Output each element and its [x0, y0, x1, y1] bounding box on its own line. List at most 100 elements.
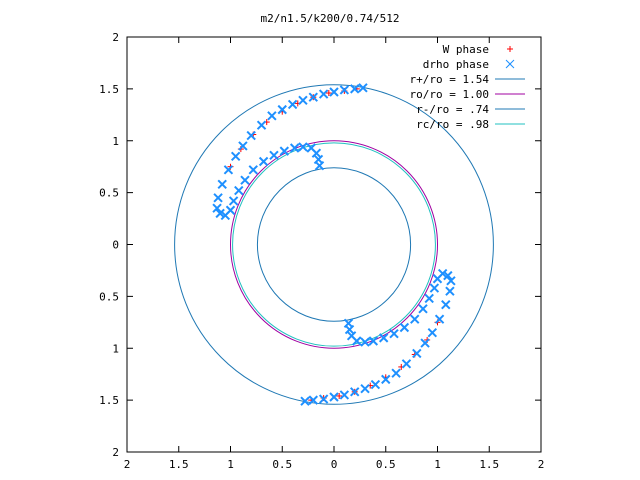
x-bar	[279, 146, 290, 156]
x-bar	[267, 111, 277, 121]
x-bar	[308, 92, 319, 102]
x-point	[287, 99, 298, 110]
plus-point	[325, 90, 332, 97]
x-point	[346, 331, 357, 341]
x-point	[399, 322, 410, 333]
x-tick-label: 0.5	[272, 458, 292, 471]
x-bar	[381, 374, 391, 385]
x-point	[238, 141, 248, 151]
x-tick-label: 1	[434, 458, 441, 471]
circle-curve	[256, 167, 412, 322]
x-point	[225, 205, 236, 215]
x-point	[420, 338, 430, 348]
x-point	[446, 276, 456, 286]
x-bar	[339, 85, 350, 95]
x-tick-label: 1	[227, 458, 234, 471]
x-point	[378, 333, 389, 343]
circle-group	[174, 84, 494, 405]
x-point	[298, 95, 308, 105]
x-bar	[401, 359, 412, 369]
legend-label: r-/ro = .74	[416, 103, 489, 116]
x-bar	[212, 203, 222, 213]
x-tick-label: 2	[538, 458, 545, 471]
x-bar	[360, 384, 370, 394]
x-point	[256, 120, 267, 130]
x-point	[308, 395, 319, 405]
x-point	[300, 396, 310, 406]
legend: W phase drho phase r+/ro = 1.54 ro/ro = 1.0…	[410, 43, 525, 131]
x-bar	[289, 143, 300, 153]
x-bar	[300, 396, 310, 406]
y-tick-label: 0.5	[99, 290, 119, 303]
x-bar	[238, 141, 248, 151]
x-point	[360, 384, 370, 394]
x-point	[258, 156, 269, 167]
x-point	[410, 314, 420, 324]
x-bar	[217, 179, 227, 190]
x-bar	[314, 160, 325, 171]
x-point	[434, 314, 445, 324]
x-bar	[427, 327, 438, 338]
x-bar	[223, 165, 234, 175]
x-bar	[234, 185, 244, 196]
x-bar	[246, 130, 256, 141]
x-bar	[298, 142, 308, 152]
x-bar	[318, 394, 329, 404]
plus-point	[336, 392, 343, 399]
x-bar	[360, 337, 370, 347]
legend-label: ro/ro = 1.00	[410, 88, 489, 101]
x-bar	[420, 338, 430, 348]
x-point	[246, 130, 256, 141]
x-point	[267, 111, 277, 121]
x-point	[217, 179, 227, 190]
legend-label: drho phase	[423, 58, 489, 71]
x-bar	[441, 299, 451, 310]
x-bar	[339, 390, 350, 400]
x-point	[329, 392, 339, 402]
x-bar	[505, 59, 515, 69]
x-point	[358, 83, 368, 93]
x-bar	[432, 274, 443, 284]
legend-x-swatch	[505, 59, 515, 69]
circle-curve	[174, 84, 494, 405]
x-bar	[349, 387, 360, 397]
x-point	[432, 274, 443, 284]
x-point	[445, 286, 455, 296]
x-bar	[215, 208, 225, 219]
circle-curve	[230, 140, 438, 349]
points-group	[212, 83, 456, 406]
x-bar	[287, 99, 298, 110]
legend-label: rc/ro = .98	[416, 118, 489, 131]
x-point	[269, 150, 279, 160]
x-bar	[277, 104, 287, 115]
x-point	[429, 283, 440, 293]
legend-label: r+/ro = 1.54	[410, 73, 490, 86]
legend-label: W phase	[443, 43, 489, 56]
y-tick-label: 0	[112, 239, 119, 252]
x-point	[240, 175, 250, 185]
x-tick-label: 1.5	[479, 458, 499, 471]
x-point	[311, 148, 322, 158]
x-bar	[346, 331, 357, 341]
x-point	[401, 359, 412, 369]
x-point	[318, 89, 329, 99]
x-bar	[256, 120, 267, 130]
x-bar	[389, 329, 399, 339]
x-point	[381, 374, 391, 385]
x-bar	[443, 270, 453, 281]
x-bar	[240, 175, 250, 185]
x-bar	[429, 283, 440, 293]
x-bar	[349, 84, 360, 94]
x-bar	[424, 293, 434, 304]
y-tick-label: 1.5	[99, 83, 119, 96]
x-bar	[445, 286, 455, 296]
x-bar	[446, 276, 456, 286]
x-point	[370, 379, 381, 390]
x-bar	[358, 83, 368, 93]
x-bar	[412, 348, 422, 359]
x-point	[248, 165, 258, 175]
y-tick-label: 2	[112, 31, 119, 44]
x-bar	[368, 336, 379, 346]
x-point	[213, 193, 223, 203]
x-bar	[343, 318, 354, 329]
